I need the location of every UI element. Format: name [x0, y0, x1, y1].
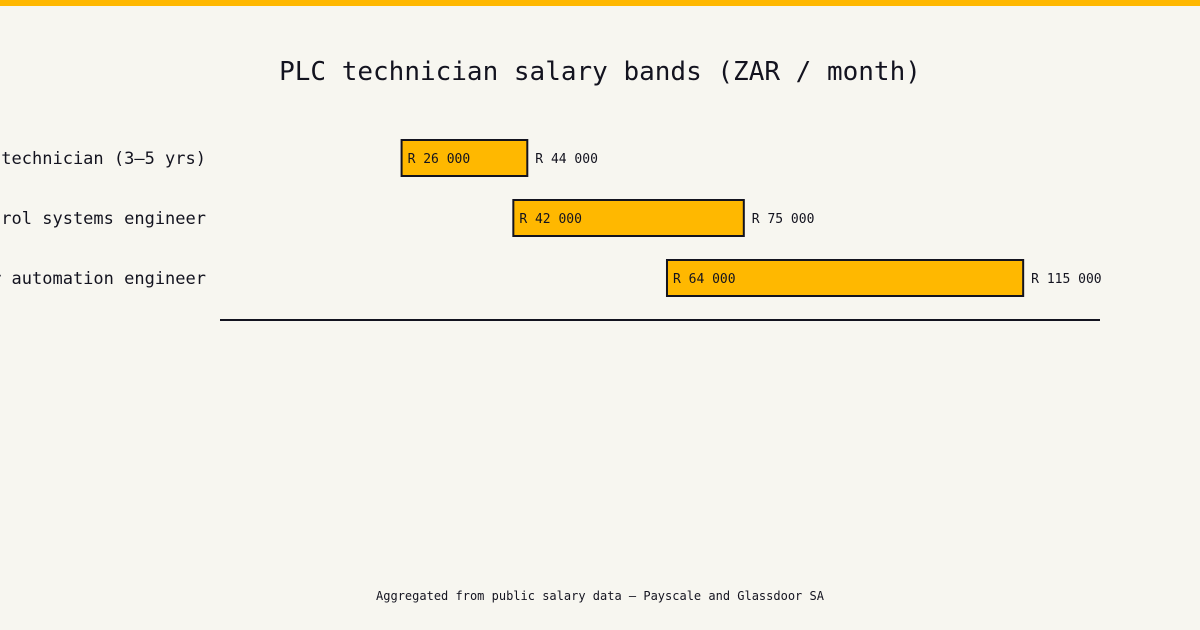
- source-note: Aggregated from public salary data — Pay…: [376, 589, 825, 603]
- high-value-label: R 44 000: [535, 152, 598, 167]
- low-value-label: R 42 000: [519, 212, 582, 227]
- category-label: Control systems engineer: [0, 209, 206, 229]
- salary-band-bar: [512, 199, 745, 237]
- low-value-label: R 26 000: [408, 152, 471, 167]
- chart-title: PLC technician salary bands (ZAR / month…: [279, 57, 921, 87]
- salary-band-bar: [665, 259, 1025, 297]
- high-value-label: R 115 000: [1031, 272, 1101, 287]
- high-value-label: R 75 000: [752, 212, 815, 227]
- category-label: Senior automation engineer: [0, 269, 206, 289]
- accent-top-bar: [0, 0, 1200, 6]
- low-value-label: R 64 000: [673, 272, 736, 287]
- bars-layer: PLC technician (3–5 yrs) R 26 000 R 44 000…: [0, 139, 1102, 297]
- category-label: PLC technician (3–5 yrs): [0, 149, 206, 169]
- salary-band-bar: [400, 139, 529, 177]
